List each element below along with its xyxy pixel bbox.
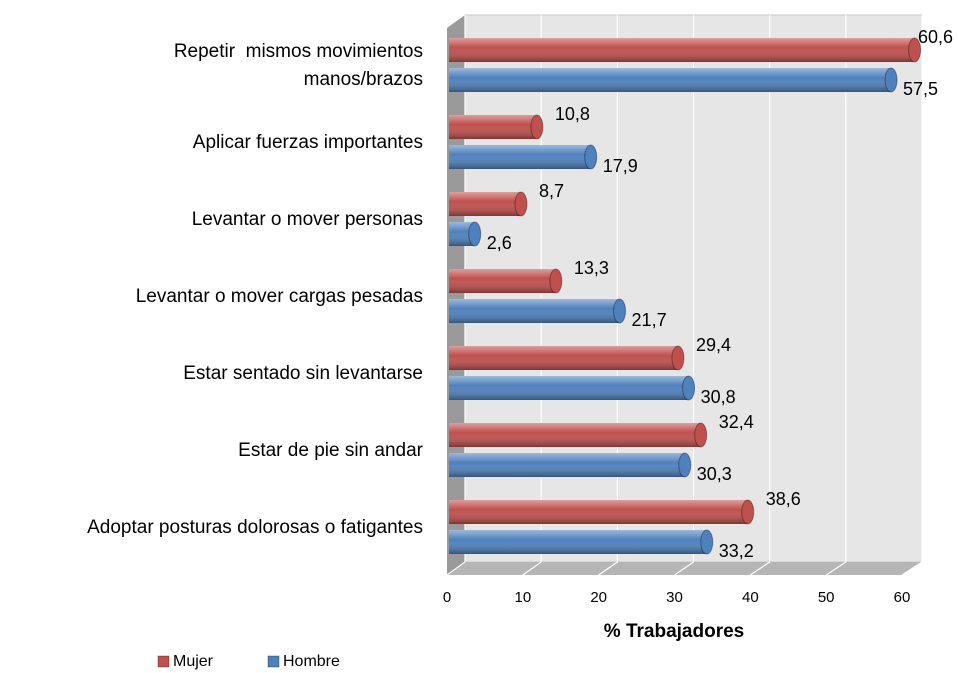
- category-label: Estar de pie sin andar: [238, 440, 423, 461]
- category-label: Aplicar fuerzas importantes: [192, 132, 423, 153]
- bar-cap: [549, 268, 563, 294]
- category-label: Levantar o mover cargas pesadas: [135, 286, 423, 307]
- value-label: 33,2: [719, 541, 754, 561]
- bar-cap: [700, 529, 714, 555]
- value-label: 13,3: [574, 258, 609, 278]
- bar-cap: [884, 67, 898, 93]
- legend-swatch: [157, 655, 170, 668]
- bar-cap: [694, 422, 708, 448]
- x-tick-label: 10: [514, 589, 531, 606]
- value-label: 32,4: [719, 412, 754, 432]
- bar-shade: [449, 269, 556, 293]
- bar: [449, 452, 692, 478]
- grid-line: [901, 15, 923, 576]
- bar: [449, 144, 598, 170]
- x-tick-label: 40: [742, 589, 759, 606]
- value-label: 21,7: [632, 310, 667, 330]
- bar-shade: [449, 453, 685, 477]
- bar: [449, 422, 708, 448]
- x-tick-label: 60: [894, 589, 911, 606]
- value-label: 57,5: [903, 79, 938, 99]
- bar-cap: [908, 37, 922, 63]
- bar: [449, 499, 755, 525]
- value-label: 17,9: [603, 156, 638, 176]
- x-tick-label: 50: [818, 589, 835, 606]
- bar-cap: [741, 499, 755, 525]
- bar-shade: [449, 68, 892, 92]
- value-label: 30,8: [701, 387, 736, 407]
- bar-cap: [584, 144, 598, 170]
- bar-shade: [449, 500, 748, 524]
- value-label: 29,4: [696, 335, 731, 355]
- x-tick-label: 30: [666, 589, 683, 606]
- bar-shade: [449, 145, 591, 169]
- bar: [449, 114, 544, 140]
- bar: [449, 268, 563, 294]
- bar-shade: [449, 346, 678, 370]
- category-label: Repetir mismos movimientos manos/brazos: [173, 41, 423, 90]
- x-tick-label: 0: [443, 589, 451, 606]
- bar-cap: [530, 114, 544, 140]
- bar-shade: [449, 530, 707, 554]
- value-label: 38,6: [766, 489, 801, 509]
- grid-line: [674, 15, 695, 576]
- bar-shade: [449, 376, 689, 400]
- bar-cap: [468, 221, 482, 247]
- bar: [449, 67, 898, 93]
- value-label: 8,7: [539, 181, 564, 201]
- value-label: 2,6: [487, 233, 512, 253]
- legend-label: Hombre: [283, 653, 340, 670]
- bar: [449, 529, 714, 555]
- bar-cap: [514, 191, 528, 217]
- bar-cap: [678, 452, 692, 478]
- legend-label: Mujer: [173, 653, 214, 670]
- bar-cap: [682, 375, 696, 401]
- bar-cap: [613, 298, 627, 324]
- bar: [449, 221, 482, 247]
- value-label: 10,8: [555, 104, 590, 124]
- grid-line: [749, 15, 771, 576]
- grid-line: [522, 15, 542, 576]
- bar-shade: [449, 38, 915, 62]
- bar: [449, 375, 696, 401]
- bar-shade: [449, 115, 537, 139]
- value-label: 60,6: [918, 27, 953, 47]
- legend-swatch: [267, 655, 280, 668]
- bar-shade: [449, 423, 701, 447]
- bar-cap: [671, 345, 685, 371]
- x-axis-title: % Trabajadores: [604, 621, 744, 642]
- bar: [449, 298, 627, 324]
- bar: [449, 191, 528, 217]
- category-label: Estar sentado sin levantarse: [183, 363, 423, 384]
- x-tick-label: 20: [590, 589, 607, 606]
- value-label: 30,3: [697, 464, 732, 484]
- bar: [449, 37, 922, 63]
- bar-shade: [449, 299, 620, 323]
- category-label: Adoptar posturas dolorosas o fatigantes: [87, 517, 423, 538]
- grid-line: [825, 15, 847, 576]
- bar: [449, 345, 685, 371]
- category-label: Levantar o mover personas: [191, 209, 423, 230]
- grid-line: [598, 15, 618, 576]
- bar-shade: [449, 192, 521, 216]
- side-wall: [447, 15, 465, 575]
